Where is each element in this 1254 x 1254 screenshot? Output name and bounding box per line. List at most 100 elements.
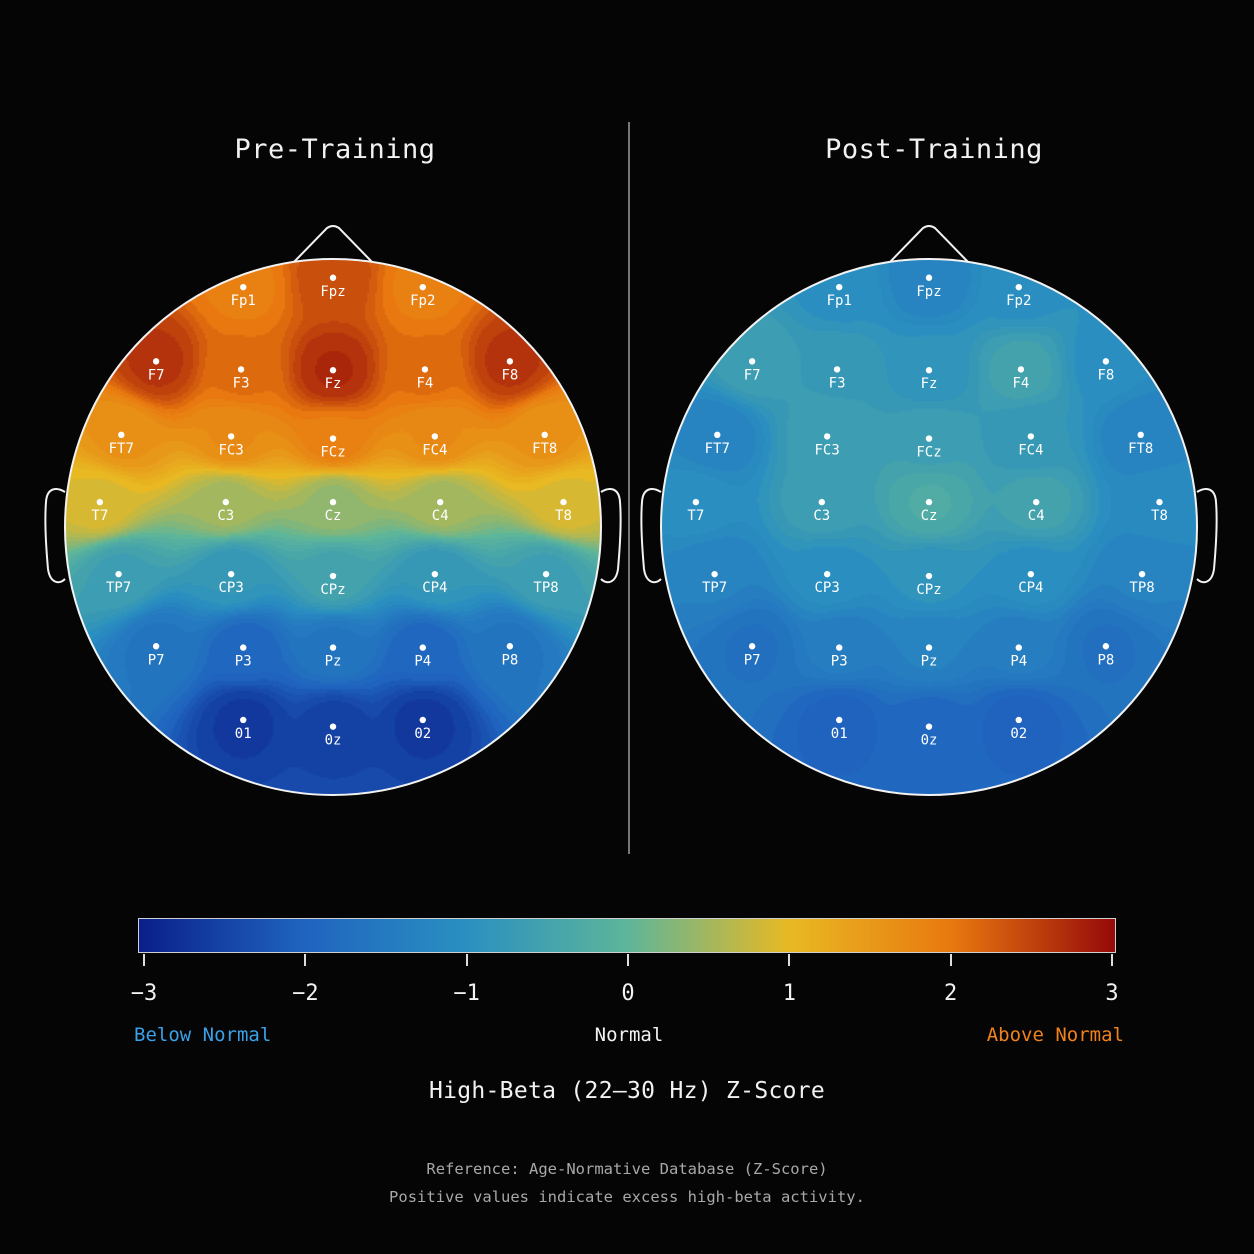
electrode-label-ft7: FT7 — [705, 441, 730, 457]
footnote-line-1: Reference: Age-Normative Database (Z-Sco… — [426, 1160, 828, 1178]
electrode-dot-cp4 — [431, 570, 439, 578]
electrode-dot-cz — [925, 498, 933, 506]
electrode-label-c4: C4 — [1028, 508, 1045, 524]
right-ear-outline — [1196, 488, 1218, 584]
electrode-label-p3: P3 — [235, 654, 252, 670]
electrode-label-pz: Pz — [921, 654, 938, 670]
electrode-label-oz: 0z — [325, 733, 342, 749]
electrode-dot-ft7 — [118, 431, 125, 439]
electrode-dot-fp1 — [240, 283, 247, 291]
electrode-dot-f4 — [1017, 366, 1025, 373]
electrode-label-ft8: FT8 — [532, 441, 557, 457]
colorbar-tick-mark — [465, 954, 468, 966]
electrode-label-o1: 01 — [235, 726, 252, 742]
electrode-label-p8: P8 — [501, 652, 518, 668]
electrode-label-cz: Cz — [325, 508, 342, 524]
electrode-label-cpz: CPz — [320, 582, 345, 598]
electrode-label-fp1: Fp1 — [827, 293, 852, 309]
electrode-dot-c4 — [1033, 498, 1040, 506]
electrode-label-p8: P8 — [1097, 652, 1114, 668]
electrode-dot-f4 — [421, 366, 429, 373]
colorbar-tick-label: 1 — [782, 981, 796, 1006]
electrode-label-o1: 01 — [831, 726, 848, 742]
electrode-label-f7: F7 — [148, 367, 165, 383]
electrode-label-cp4: CP4 — [1018, 580, 1043, 596]
electrode-dot-oz — [925, 723, 933, 730]
electrode-label-p4: P4 — [1010, 654, 1027, 670]
electrode-label-cp3: CP3 — [219, 580, 244, 596]
electrode-dot-p3 — [836, 644, 843, 651]
electrode-dot-cp4 — [1027, 570, 1035, 578]
electrode-dot-t7 — [96, 498, 104, 506]
electrode-label-p7: P7 — [148, 652, 165, 668]
colorbar-tick-mark — [949, 954, 952, 966]
electrode-label-p4: P4 — [414, 654, 431, 670]
electrode-dot-t7 — [692, 498, 700, 506]
electrode-dot-fp2 — [419, 283, 426, 291]
colorbar-tick-label: 3 — [1105, 981, 1119, 1006]
electrode-label-pz: Pz — [325, 654, 342, 670]
electrode-label-f7: F7 — [744, 367, 761, 383]
electrode-dot-p4 — [419, 644, 426, 651]
colorbar-tick-label: −3 — [130, 981, 158, 1006]
electrode-dot-fcz — [329, 435, 337, 442]
colorbar-title: High-Beta (22–30 Hz) Z-Score — [428, 1078, 826, 1104]
electrode-dot-p3 — [240, 644, 247, 651]
electrode-label-fp1: Fp1 — [231, 293, 256, 309]
electrode-dot-fp2 — [1015, 283, 1022, 291]
colorbar-tick-label: −1 — [453, 981, 480, 1006]
electrode-dot-p4 — [1015, 644, 1022, 651]
electrode-label-f3: F3 — [829, 375, 846, 391]
electrode-dot-p7 — [152, 643, 160, 650]
footnote-line-2: Positive values indicate excess high-bet… — [389, 1188, 865, 1206]
electrode-dot-tp8 — [1138, 570, 1146, 578]
below-normal-label: Below Normal — [134, 1024, 272, 1046]
electrode-label-f8: F8 — [501, 367, 518, 383]
electrode-label-cp3: CP3 — [815, 580, 840, 596]
electrode-label-fcz: FCz — [916, 445, 941, 461]
electrode-dot-fc4 — [1027, 433, 1035, 440]
electrode-label-t8: T8 — [555, 508, 572, 524]
nose-outline — [292, 225, 374, 264]
electrode-label-fp2: Fp2 — [1006, 293, 1031, 309]
normal-label: Normal — [594, 1024, 664, 1046]
electrode-dot-f8 — [506, 358, 514, 365]
colorbar-tick-mark — [627, 954, 629, 966]
electrode-label-o2: 02 — [1010, 726, 1027, 742]
electrode-label-tp7: TP7 — [702, 580, 727, 596]
electrode-label-ft7: FT7 — [109, 441, 134, 457]
electrode-dot-cp3 — [823, 570, 831, 578]
electrode-label-f4: F4 — [1012, 375, 1029, 391]
electrode-label-f4: F4 — [416, 375, 433, 391]
electrode-label-fc4: FC4 — [422, 442, 447, 458]
electrode-dot-o1 — [836, 716, 843, 724]
electrode-dot-pz — [329, 644, 337, 651]
electrode-dot-tp7 — [711, 570, 718, 578]
electrode-label-fc3: FC3 — [815, 442, 840, 458]
electrode-label-ft8: FT8 — [1128, 441, 1153, 457]
electrode-dot-fc3 — [823, 433, 831, 440]
electrode-dot-tp7 — [115, 570, 122, 578]
electrode-label-f3: F3 — [233, 375, 250, 391]
colorbar-tick-label: 2 — [944, 981, 958, 1006]
left-ear-outline — [640, 488, 662, 584]
colorbar-tick-mark — [1111, 954, 1113, 966]
topographic-heatmap — [65, 259, 601, 795]
electrode-dot-c3 — [222, 498, 229, 506]
electrode-label-fc4: FC4 — [1018, 442, 1043, 458]
electrode-dot-cz — [329, 498, 337, 506]
electrode-dot-f3 — [237, 366, 245, 373]
electrode-dot-p7 — [748, 643, 756, 650]
electrode-dot-ft7 — [714, 431, 721, 439]
electrode-dot-c4 — [437, 498, 444, 506]
electrode-label-fpz: Fpz — [916, 284, 941, 300]
electrode-dot-fz — [329, 367, 337, 374]
electrode-dot-oz — [329, 723, 337, 730]
electrode-label-tp8: TP8 — [533, 580, 558, 596]
electrode-dot-cpz — [925, 572, 933, 580]
electrode-dot-o1 — [240, 716, 247, 724]
right-ear-outline — [600, 488, 622, 584]
electrode-label-fpz: Fpz — [320, 284, 345, 300]
